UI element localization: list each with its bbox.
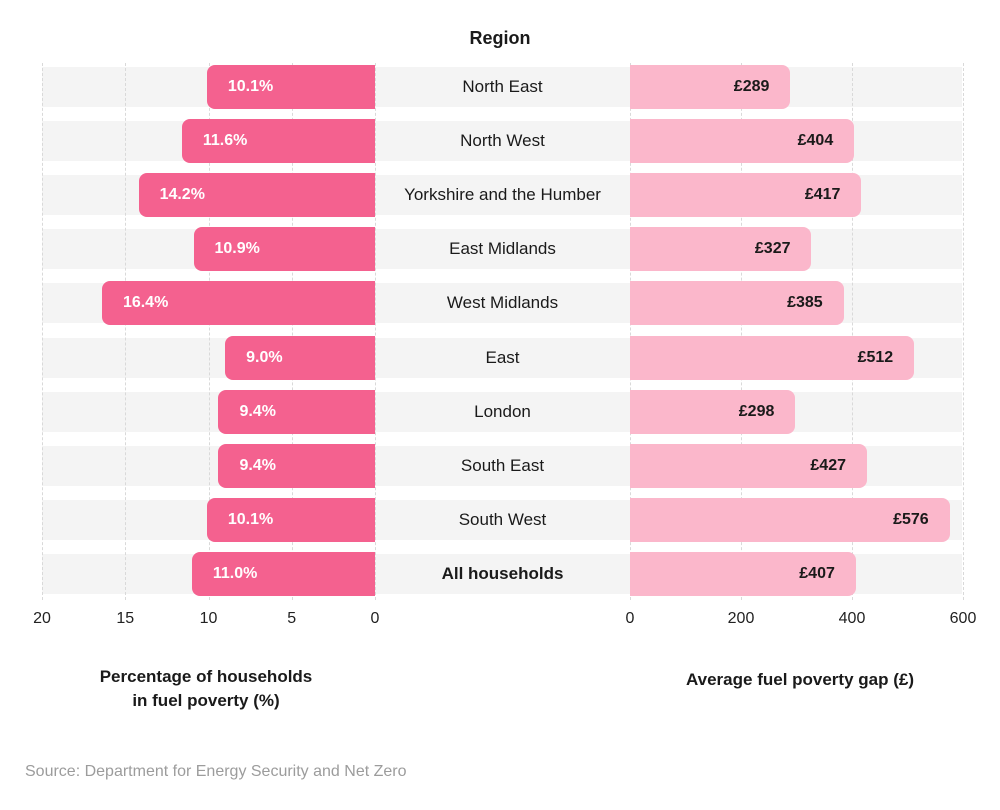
right-bar <box>630 173 862 218</box>
row-band <box>42 67 962 107</box>
left-bar <box>225 335 375 380</box>
right-bar-value: £327 <box>754 240 791 258</box>
left-bar-value: 11.6% <box>202 132 248 150</box>
left-bar-value: 11.0% <box>212 564 258 582</box>
left-axis-label-line1: Percentage of households <box>99 667 313 686</box>
left-bar <box>193 227 375 272</box>
right-axis-label: Average fuel poverty gap (£) <box>686 670 914 689</box>
region-label: South East <box>460 455 545 475</box>
left-axis-tick-15: 15 <box>116 610 135 627</box>
left-bar-value: 9.4% <box>239 402 276 420</box>
right-bar-value: £298 <box>738 402 775 420</box>
source-attribution: Source: Department for Energy Security a… <box>25 763 407 780</box>
left-bar-value: 10.9% <box>214 240 260 258</box>
left-bar <box>191 551 375 596</box>
left-bar-value: 9.0% <box>246 348 283 366</box>
left-bar-value: 10.1% <box>227 78 274 95</box>
left-axis-label-line2: in fuel poverty (%) <box>132 691 280 710</box>
left-bar <box>218 389 375 434</box>
region-label: North West <box>460 131 545 151</box>
region-label: All households <box>441 563 564 583</box>
gridline-right-600 <box>963 63 964 600</box>
right-bar <box>630 227 812 272</box>
region-label: South West <box>458 509 547 529</box>
right-bar-value: £404 <box>797 132 834 150</box>
right-axis-tick-600: 600 <box>949 610 977 627</box>
left-bar <box>218 443 375 488</box>
region-label: East <box>485 347 520 367</box>
gridline-left-0 <box>375 63 376 600</box>
right-bar-value: £512 <box>857 348 894 366</box>
left-bar-value: 9.4% <box>239 456 276 474</box>
left-axis-tick-0: 0 <box>370 610 380 627</box>
region-label: London <box>474 401 531 421</box>
right-bar-value: £385 <box>787 294 823 312</box>
left-bar <box>101 281 375 326</box>
left-axis-label: Percentage of households in fuel poverty… <box>56 665 356 713</box>
right-bar-value: £407 <box>799 564 835 582</box>
right-bar <box>630 65 791 109</box>
gridline-right-400 <box>852 63 853 600</box>
left-bar <box>181 119 375 164</box>
right-axis-tick-0: 0 <box>625 610 635 627</box>
region-label: North East <box>462 77 543 96</box>
right-bar <box>630 497 950 542</box>
right-axis-tick-200: 200 <box>727 610 755 627</box>
left-bar <box>206 497 375 542</box>
right-bar-value: £289 <box>733 78 770 95</box>
left-axis-tick-5: 5 <box>287 610 297 627</box>
region-label: Yorkshire and the Humber <box>404 185 601 205</box>
region-label: East Midlands <box>449 239 556 259</box>
gridline-left-5 <box>291 63 293 600</box>
left-bar <box>206 65 375 109</box>
right-axis-tick-400: 400 <box>838 610 866 627</box>
left-axis-tick-10: 10 <box>199 610 218 627</box>
chart-title: Region <box>469 28 531 48</box>
left-bar-value: 14.2% <box>159 186 205 204</box>
right-bar <box>630 443 867 488</box>
right-bar-value: £576 <box>893 510 929 528</box>
right-bar-value: £427 <box>810 456 846 474</box>
row-band <box>42 391 962 432</box>
gridline-left-20 <box>42 63 43 600</box>
left-bar-value: 10.1% <box>227 510 274 528</box>
gridline-left-10 <box>208 63 210 600</box>
gridline-left-15 <box>125 63 127 600</box>
gridline-right-200 <box>741 63 742 600</box>
right-bar-value: £417 <box>804 186 841 204</box>
right-bar <box>630 335 915 380</box>
right-bar <box>630 119 855 164</box>
region-label: West Midlands <box>446 293 559 313</box>
left-bar-value: 16.4% <box>122 294 169 312</box>
left-bar <box>138 173 375 218</box>
gridline-right-0 <box>630 63 631 600</box>
left-axis-tick-20: 20 <box>33 610 51 627</box>
right-bar <box>630 281 844 326</box>
right-bar <box>630 551 856 596</box>
right-bar <box>630 389 796 434</box>
